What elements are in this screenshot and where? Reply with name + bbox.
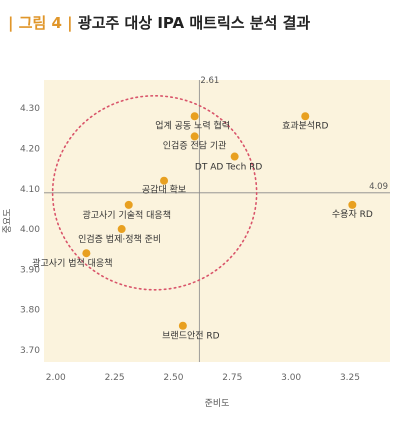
data-point — [117, 225, 126, 234]
data-point-label: 업계 공동 노력 협력 — [155, 119, 230, 131]
data-point-label: 광고사기 기술적 대응책 — [82, 209, 171, 221]
y-tick-label: 3.70 — [20, 346, 40, 356]
data-point — [160, 176, 169, 185]
data-point-label: DT AD Tech RD — [195, 163, 263, 173]
data-point-label: 브랜드안전 RD — [162, 331, 220, 342]
data-point — [178, 321, 187, 330]
figure-tag: | 그림 4 | — [8, 14, 73, 32]
y-tick-label: 3.90 — [20, 265, 40, 275]
x-tick-label: 2.00 — [46, 373, 66, 383]
data-point — [348, 200, 357, 209]
data-point — [190, 132, 199, 141]
data-point-label: 효과분석RD — [282, 120, 328, 131]
data-point — [230, 152, 239, 161]
highlight-circle — [51, 95, 258, 291]
data-point — [124, 200, 133, 209]
y-tick-label: 4.30 — [20, 104, 40, 114]
ref-label-x: 2.61 — [200, 76, 219, 86]
data-point-label: 인검증 전담 기관 — [163, 139, 227, 151]
data-point — [190, 112, 199, 121]
y-tick-label: 3.80 — [20, 306, 40, 316]
x-tick-label: 3.25 — [340, 373, 360, 383]
ref-label-y: 4.09 — [369, 182, 388, 192]
x-tick-label: 2.50 — [163, 373, 183, 383]
data-point-label: 수용자 RD — [332, 209, 373, 220]
plot-background — [44, 80, 390, 362]
y-tick-label: 4.10 — [20, 185, 40, 195]
data-point-label: 광고사기 법적 대응책 — [32, 257, 112, 269]
x-tick-label: 3.00 — [281, 373, 301, 383]
y-tick-label: 4.20 — [20, 144, 40, 154]
x-axis-label: 준비도 — [205, 398, 230, 409]
figure-title: | 그림 4 | 광고주 대상 IPA 매트릭스 분석 결과 — [8, 12, 310, 33]
x-tick-label: 2.25 — [105, 373, 125, 383]
data-point-label: 인검증 법제·정책 준비 — [78, 233, 161, 245]
data-point-label: 공감대 확보 — [142, 184, 186, 196]
data-point — [301, 112, 310, 121]
x-tick-label: 2.75 — [222, 373, 242, 383]
y-axis-label: 중요도 — [2, 209, 13, 234]
data-point — [82, 249, 91, 258]
figure-title-text: 광고주 대상 IPA 매트릭스 분석 결과 — [77, 14, 311, 32]
y-tick-label: 4.00 — [20, 225, 40, 235]
